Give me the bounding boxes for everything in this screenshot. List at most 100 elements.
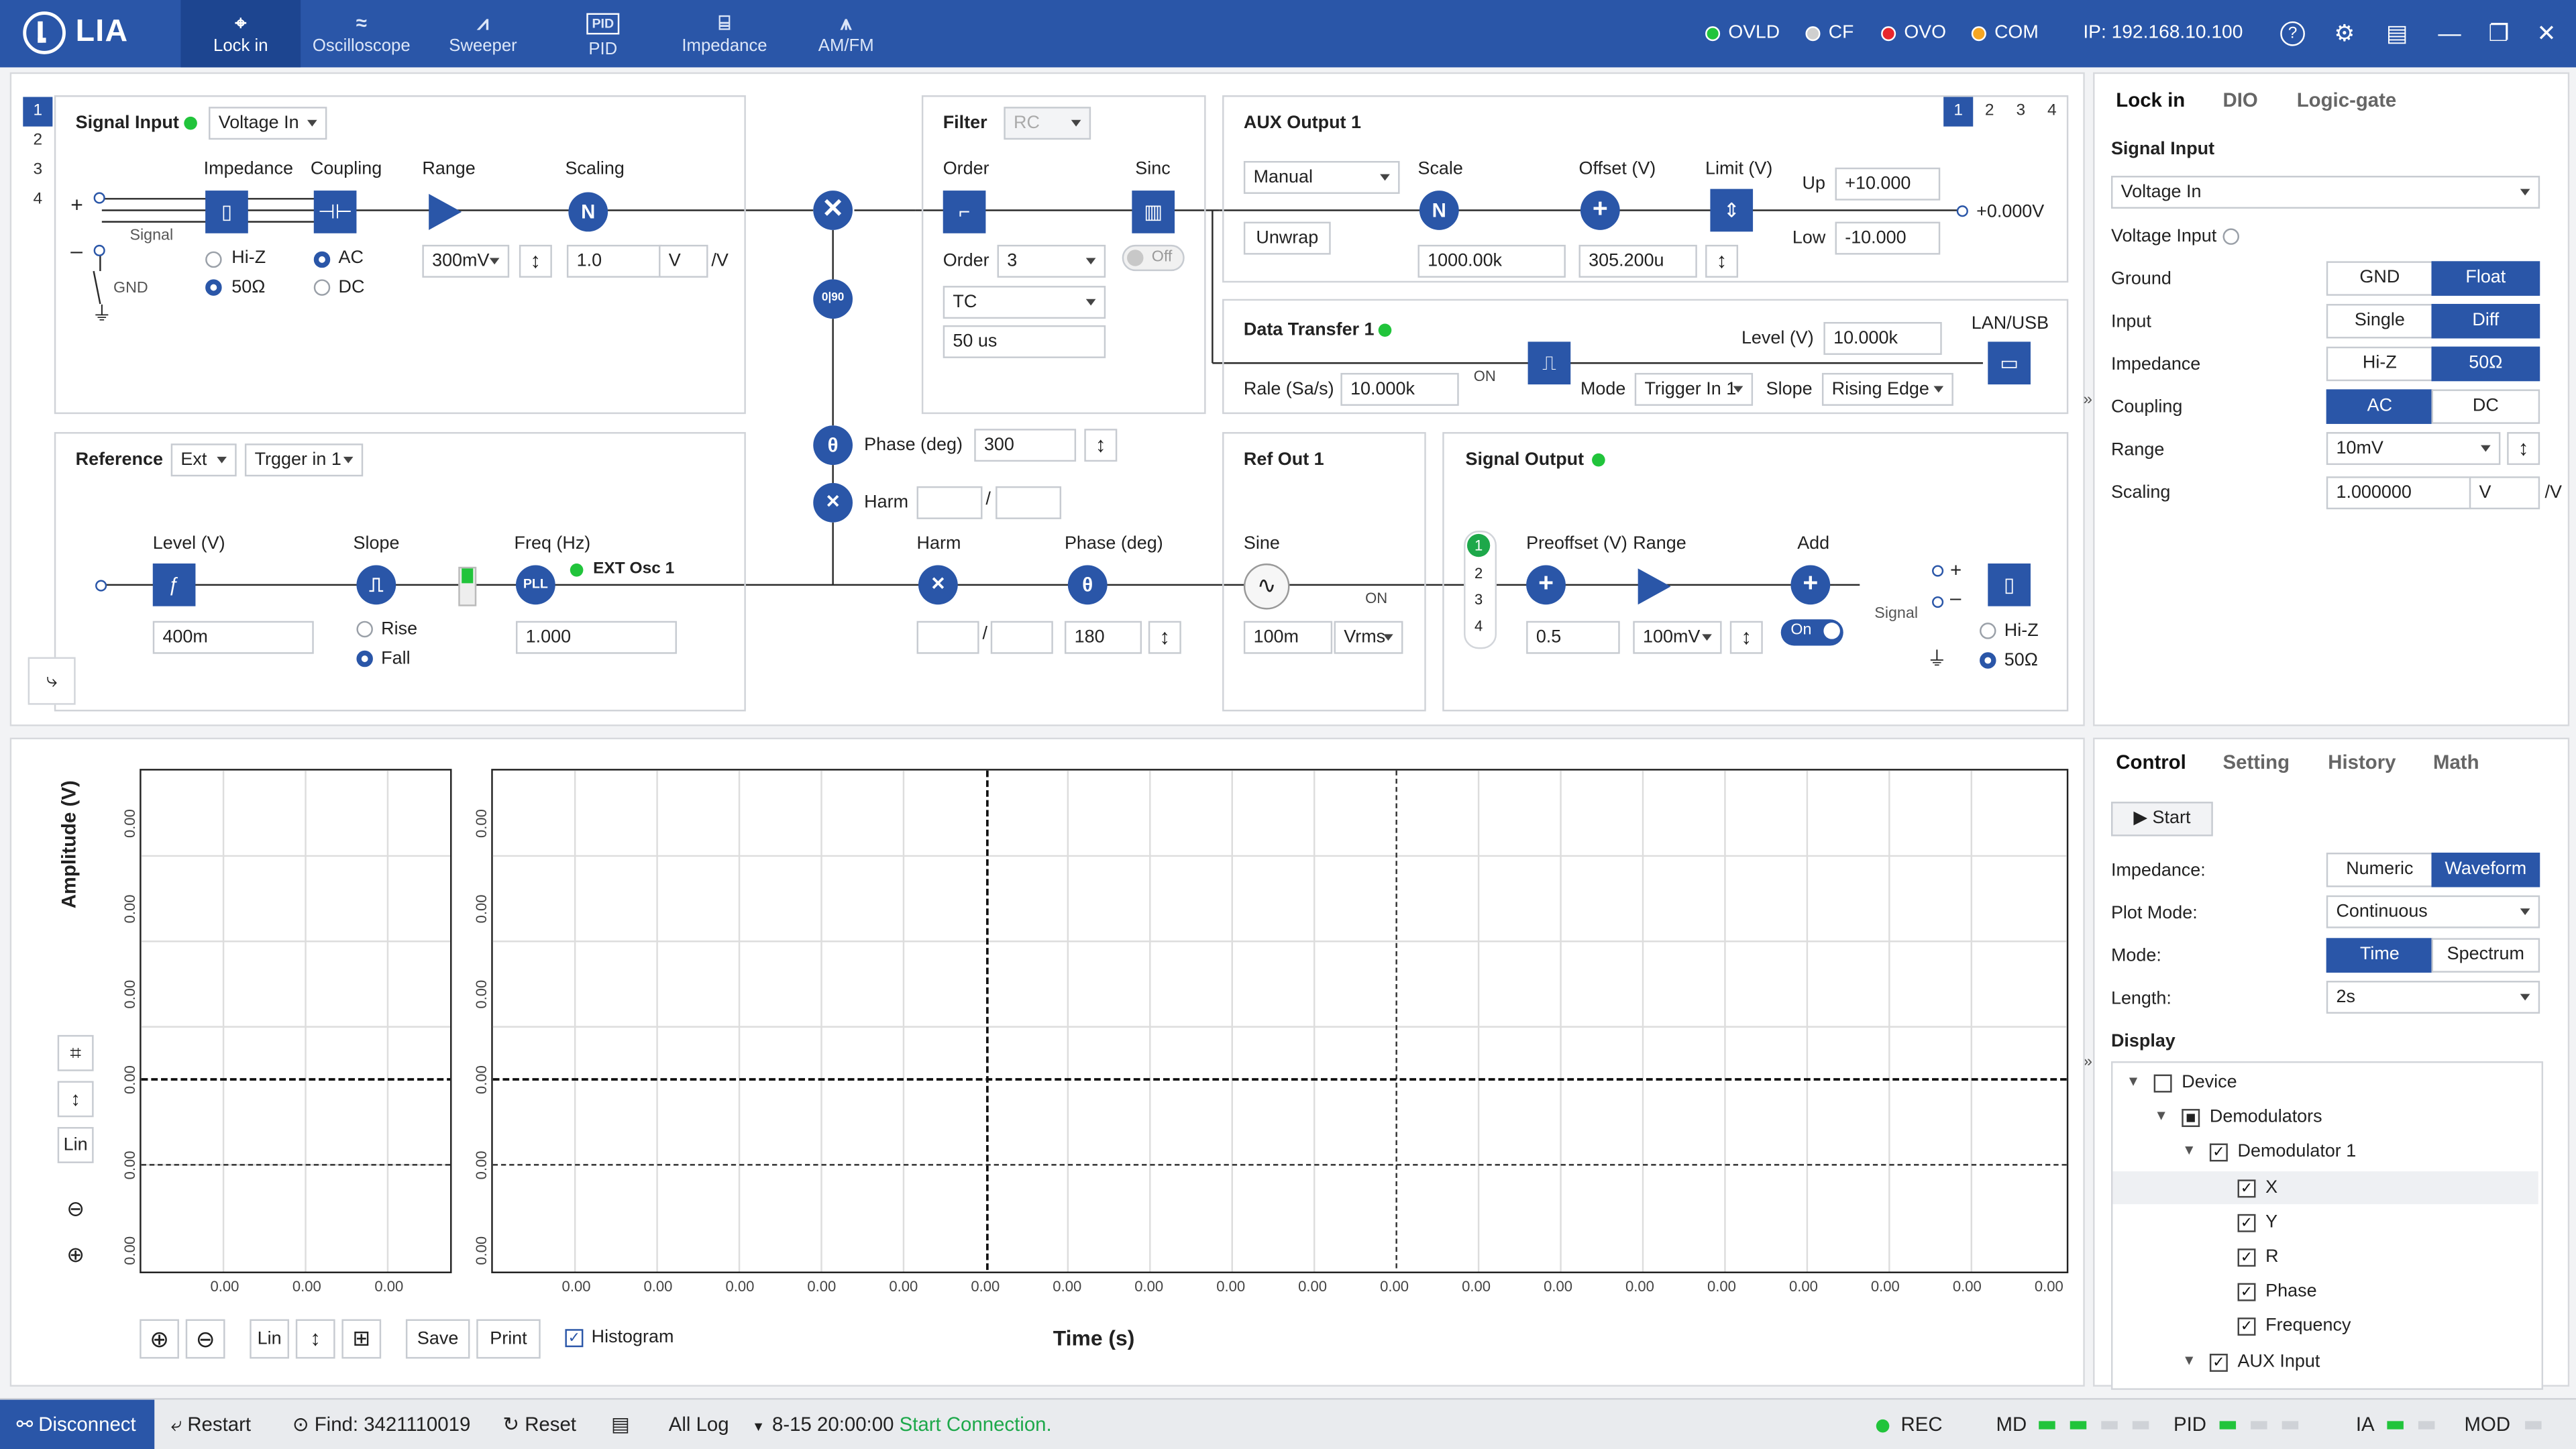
restart-button[interactable]: ⤶ Restart <box>171 1400 251 1449</box>
log-filter-select[interactable]: All Log ▼ <box>669 1400 765 1449</box>
rt-range-auto-button[interactable]: ↕ <box>2507 432 2540 466</box>
filter-type-select[interactable]: RC <box>1004 107 1091 140</box>
out-channel-2[interactable]: 2 <box>1474 565 1483 582</box>
harm-multiplier-icon[interactable]: ✕ <box>813 483 853 523</box>
print-button[interactable]: Print <box>476 1319 541 1359</box>
tree-expand-icon[interactable]: ▾ <box>2129 1073 2138 1091</box>
rt-range-select[interactable]: 10mV <box>2326 432 2501 466</box>
dt-slope-select[interactable]: Rising Edge <box>1821 372 1953 406</box>
tab-history[interactable]: History <box>2328 751 2396 774</box>
start-button[interactable]: ▶ Start <box>2110 802 2213 837</box>
ref-phase-auto-button[interactable]: ↕ <box>1148 621 1181 654</box>
zoom-out-icon[interactable]: ⊖ <box>66 1195 85 1221</box>
log-file-icon[interactable]: ▤ <box>611 1413 630 1436</box>
mixer-icon[interactable]: ✕ <box>813 191 853 230</box>
tab-oscilloscope[interactable]: ≈ Oscilloscope <box>301 0 422 67</box>
tree-item[interactable]: ✓ Phase <box>2112 1275 2538 1308</box>
phase-auto-button[interactable]: ↕ <box>1084 429 1118 462</box>
signal-input-mode-select[interactable]: Voltage In <box>209 107 327 140</box>
output-amplifier-icon[interactable] <box>1638 568 1671 605</box>
dt-level-input[interactable]: 10.000k <box>1823 322 1942 355</box>
phase-90-icon[interactable]: 0|90 <box>813 279 853 319</box>
aux-offset-add-icon[interactable]: + <box>1580 191 1620 230</box>
zoom-in-button-icon[interactable]: ⊕ <box>140 1319 179 1359</box>
channel-tab-1[interactable]: 1 <box>23 97 53 127</box>
scaling-node-icon[interactable]: N <box>568 192 608 232</box>
add-on-toggle[interactable]: On <box>1780 619 1843 646</box>
gear-icon[interactable]: ⚙ <box>2334 19 2355 46</box>
range-amplifier-icon[interactable] <box>429 193 462 230</box>
find-button[interactable]: ⊙ Find: 3421110019 <box>292 1400 470 1449</box>
tab-logic-gate[interactable]: Logic-gate <box>2296 89 2397 112</box>
mode-spectrum-button[interactable]: Spectrum <box>2431 938 2540 973</box>
impedance-50ohm-button[interactable]: 50Ω <box>2431 346 2540 382</box>
out-channel-3[interactable]: 3 <box>1474 591 1483 608</box>
main-plot-area[interactable] <box>491 769 2069 1273</box>
sinc-toggle[interactable]: Off <box>1122 244 1185 272</box>
aux-tab-1[interactable]: 1 <box>1943 97 1974 127</box>
scaling-unit-input[interactable]: V <box>659 244 708 278</box>
impedance-numeric-button[interactable]: Numeric <box>2326 853 2433 888</box>
tree-item[interactable]: ▾ Device <box>2112 1066 2538 1099</box>
tree-checkbox[interactable]: ✓ <box>2237 1214 2256 1232</box>
tree-item[interactable]: ✓ Y <box>2112 1205 2538 1238</box>
tree-item[interactable]: ▾ Demodulators <box>2112 1101 2538 1134</box>
unwrap-button[interactable]: Unwrap <box>1243 221 1331 255</box>
ground-float-button[interactable]: Float <box>2431 261 2540 296</box>
reset-button[interactable]: ↻ Reset <box>502 1400 576 1449</box>
lowpass-filter-icon[interactable]: ⌐ <box>943 191 986 233</box>
tree-expand-icon[interactable]: ▾ <box>2185 1142 2194 1161</box>
tab-impedance[interactable]: ⌸ Impedance <box>662 0 787 67</box>
output-add-icon[interactable]: + <box>1790 565 1831 605</box>
impedance-node-icon[interactable]: ▯ <box>205 191 248 233</box>
filter-kind-select[interactable]: TC <box>943 286 1106 319</box>
mode-time-button[interactable]: Time <box>2326 938 2433 973</box>
ref-harm-denominator-input[interactable] <box>990 621 1053 654</box>
ref-out-unit-select[interactable]: Vrms <box>1334 621 1403 654</box>
channel-tab-3[interactable]: 3 <box>33 161 43 179</box>
input-diff-button[interactable]: Diff <box>2431 304 2540 339</box>
tab-dio[interactable]: DIO <box>2222 89 2258 112</box>
tab-math[interactable]: Math <box>2432 751 2479 774</box>
ref-phase-shift-icon[interactable]: θ <box>1067 565 1108 605</box>
out-impedance-50ohm-radio[interactable] <box>1980 652 1996 669</box>
sine-wave-icon[interactable]: ∿ <box>1243 564 1290 610</box>
slope-fall-radio[interactable] <box>356 650 373 667</box>
x-lin-button[interactable]: Lin <box>250 1319 290 1359</box>
tab-pid[interactable]: PID PID <box>544 0 662 67</box>
tree-item[interactable]: ✓ R <box>2112 1240 2538 1273</box>
tree-item[interactable]: ✓ X <box>2112 1171 2538 1204</box>
range-select[interactable]: 300mV <box>422 244 510 278</box>
close-icon[interactable]: ✕ <box>2536 19 2557 46</box>
zoom-in-icon[interactable]: ⊕ <box>66 1242 85 1267</box>
input-single-button[interactable]: Single <box>2326 304 2433 339</box>
tree-expand-icon[interactable]: ▾ <box>2185 1351 2194 1370</box>
collapse-right-panel-icon[interactable]: » <box>2083 390 2092 409</box>
scaling-input[interactable]: 1.0 <box>566 244 662 278</box>
freq-input[interactable]: 1.000 <box>515 621 677 654</box>
phase-shift-icon[interactable]: θ <box>813 425 853 466</box>
save-disk-icon[interactable]: ▤ <box>2385 19 2408 46</box>
ref-harm-numerator-input[interactable] <box>916 621 979 654</box>
tab-control[interactable]: Control <box>2116 751 2186 774</box>
tree-checkbox[interactable] <box>2153 1074 2172 1093</box>
aux-low-input[interactable]: -10.000 <box>1835 221 1941 255</box>
sinc-filter-icon[interactable]: ▥ <box>1132 191 1175 233</box>
dt-mode-select[interactable]: Trigger In 1 <box>1634 372 1754 406</box>
preoffset-add-icon[interactable]: + <box>1526 565 1566 605</box>
time-constant-input[interactable]: 50 us <box>943 325 1106 358</box>
coupling-dc-button[interactable]: DC <box>2431 389 2540 424</box>
tab-lockin-settings[interactable]: Lock in <box>2116 89 2186 112</box>
aux-tab-4[interactable]: 4 <box>2047 101 2057 120</box>
crop-zoom-icon[interactable]: ⌗ <box>57 1034 94 1071</box>
aux-mode-select[interactable]: Manual <box>1243 161 1400 194</box>
slope-pulse-icon[interactable]: ⎍ <box>356 565 396 605</box>
plot-mode-select[interactable]: Continuous <box>2326 895 2540 928</box>
impedance-waveform-button[interactable]: Waveform <box>2431 853 2540 888</box>
aux-up-input[interactable]: +10.000 <box>1835 167 1941 201</box>
impedance-50ohm-radio[interactable] <box>205 279 222 296</box>
rt-input-mode-select[interactable]: Voltage In <box>2110 176 2540 209</box>
length-select[interactable]: 2s <box>2326 981 2540 1014</box>
y-autoscale-icon[interactable]: ↕ <box>57 1081 94 1118</box>
histogram-plot-area[interactable] <box>140 769 452 1273</box>
